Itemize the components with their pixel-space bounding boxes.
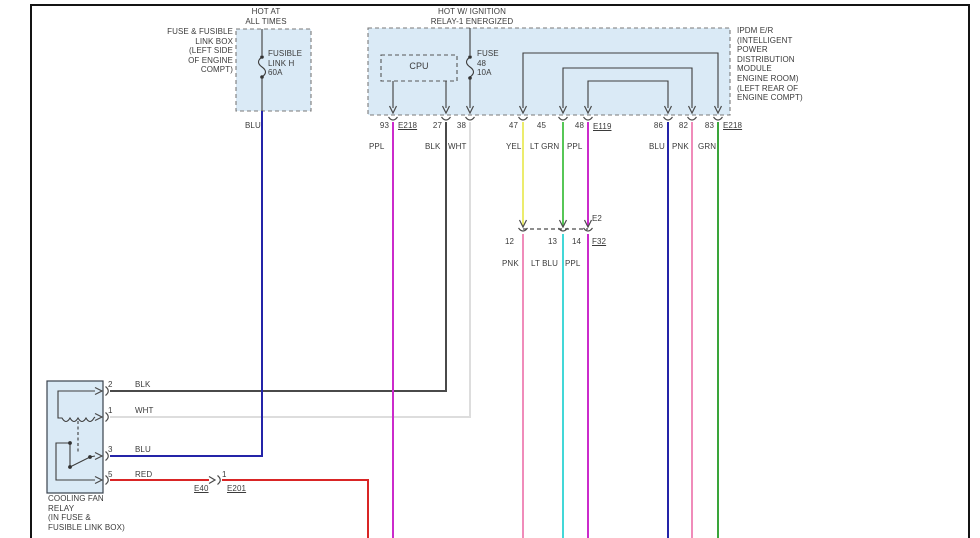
fuse-link-box-label: FUSE & FUSIBLE LINK BOX (LEFT SIDE OF EN… <box>167 27 233 75</box>
wire-color-label-ltblu-13: LT BLU <box>531 259 558 268</box>
pin-number-82: 82 <box>678 121 688 130</box>
fusible-link-terminal-dot <box>260 55 264 59</box>
e40-e201-arrow <box>208 475 217 485</box>
cooling-fan-relay-caption: COOLING FAN RELAY (IN FUSE & FUSIBLE LIN… <box>48 494 125 532</box>
wire-color-label-grn-83: GRN <box>698 142 717 151</box>
power-header-hot-w-ignition: HOT W/ IGNITION RELAY-1 ENERGIZED <box>430 7 514 26</box>
fusible-link-element-icon <box>257 56 267 78</box>
pin-number-48: 48 <box>574 121 584 130</box>
pin-number-83: 83 <box>704 121 714 130</box>
wire-color-label-wht-relay: WHT <box>135 406 154 415</box>
wire-wht-pin38-to-relay1 <box>110 122 471 418</box>
wire-blu-fuselink-to-relay3 <box>110 111 263 457</box>
fuse48-terminal-dot <box>468 55 472 59</box>
pin-number-38: 38 <box>456 121 466 130</box>
pin-number-13: 13 <box>548 237 558 246</box>
relay-pin-arrows <box>94 386 104 485</box>
power-header-hot-at-all-times: HOT AT ALL TIMES <box>245 7 287 26</box>
wire-red-relay5-segment2 <box>222 479 369 538</box>
connector-code-e119: E119 <box>593 122 612 131</box>
wire-color-label-blu-relay: BLU <box>135 445 151 454</box>
connector-code-e201: E201 <box>227 484 247 493</box>
wire-color-label-ltgrn-45: LT GRN <box>530 142 560 151</box>
relay-pin-connector-cups <box>105 386 109 485</box>
connector-code-f32: F32 <box>592 237 607 246</box>
relay-pin-number-2: 2 <box>108 380 113 389</box>
wire-color-label-pnk-12: PNK <box>502 259 519 268</box>
ipdm-box <box>367 27 731 116</box>
pin-number-14: 14 <box>572 237 582 246</box>
e2-f32-connector-cups <box>518 227 593 232</box>
e2-f32-arrows <box>518 219 593 229</box>
wire-color-label-blu-fuselink: BLU <box>245 121 261 130</box>
relay-internals <box>55 390 96 481</box>
bus-45-82 <box>562 67 693 108</box>
relay-common-path <box>55 442 95 481</box>
connector-code-e2: E2 <box>592 214 602 223</box>
connector-code-e218-right: E218 <box>723 121 743 130</box>
pin-number-12: 12 <box>505 237 515 246</box>
ipdm-pin-arrows <box>388 105 723 115</box>
wire-color-label-ppl-93: PPL <box>369 142 385 151</box>
connector-code-e40: E40 <box>194 484 209 493</box>
wire-color-label-ppl-14: PPL <box>565 259 581 268</box>
wire-color-label-red-relay: RED <box>135 470 153 479</box>
wire-color-label-blu-86: BLU <box>649 142 665 151</box>
wire-color-label-blk-relay: BLK <box>135 380 151 389</box>
wire-blk-pin27-to-relay2 <box>110 122 447 392</box>
relay-coil-icon <box>57 390 96 423</box>
ipdm-pin-connector-cups <box>388 116 723 121</box>
cpu-box <box>380 54 458 82</box>
pin-number-93: 93 <box>379 121 389 130</box>
relay-pin-number-1: 1 <box>108 406 113 415</box>
wire-color-label-ppl-48: PPL <box>567 142 583 151</box>
cooling-fan-relay-box <box>46 380 104 494</box>
pin-number-47: 47 <box>508 121 518 130</box>
ipdm-label: IPDM E/R (INTELLIGENT POWER DISTRIBUTION… <box>737 26 803 103</box>
inline-connector-pin-1: 1 <box>222 470 227 479</box>
pin-number-27: 27 <box>432 121 442 130</box>
wire-color-label-blk-27: BLK <box>425 142 441 151</box>
fusible-link-h-label: FUSIBLE LINK H 60A <box>268 49 303 78</box>
cpu-label: CPU <box>409 61 429 71</box>
relay-pin-number-3: 3 <box>108 445 113 454</box>
bus-47-83 <box>522 52 719 108</box>
fuse-48-label: FUSE 48 10A <box>477 49 499 78</box>
pin-number-45: 45 <box>536 121 546 130</box>
connector-code-e218-left: E218 <box>398 121 418 130</box>
pin-number-86: 86 <box>653 121 663 130</box>
fuse48-element-icon <box>465 56 475 78</box>
wire-color-label-wht-38: WHT <box>448 142 467 151</box>
fuse-link-box <box>235 28 312 112</box>
wire-color-label-pnk-82: PNK <box>672 142 689 151</box>
relay-pin-number-5: 5 <box>108 470 113 479</box>
bus-48-86 <box>587 80 669 108</box>
wire-color-label-yel-47: YEL <box>506 142 522 151</box>
e40-e201-cup <box>217 475 221 485</box>
